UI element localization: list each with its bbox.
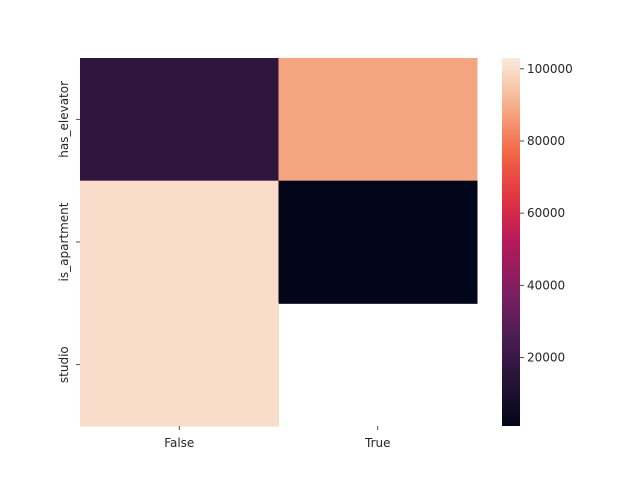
heatmap-cell-is_apartment-True: [278, 180, 478, 304]
colorbar-gradient: [502, 58, 520, 426]
heatmap-cell-is_apartment-False: [80, 180, 279, 304]
y-tick-label: is_apartment: [57, 202, 71, 281]
x-axis: False True: [164, 426, 391, 450]
colorbar-tick-label: 80000: [527, 134, 565, 148]
colorbar-tick-label: 100000: [527, 62, 573, 76]
colorbar-tick-label: 60000: [527, 206, 565, 220]
y-tick-label: studio: [57, 346, 71, 383]
heatmap-cell-studio-False: [80, 303, 279, 427]
heatmap-cell-has_elevator-True: [278, 58, 478, 182]
heatmap-cells: [80, 58, 478, 427]
colorbar: 20000 40000 60000 80000 100000: [502, 58, 573, 426]
x-tick-label: False: [164, 436, 194, 450]
y-tick-label: has_elevator: [57, 81, 71, 158]
x-tick-label: True: [364, 436, 391, 450]
colorbar-tick-label: 40000: [527, 278, 565, 292]
heatmap-cell-has_elevator-False: [80, 58, 279, 182]
colorbar-tick-label: 20000: [527, 350, 565, 364]
